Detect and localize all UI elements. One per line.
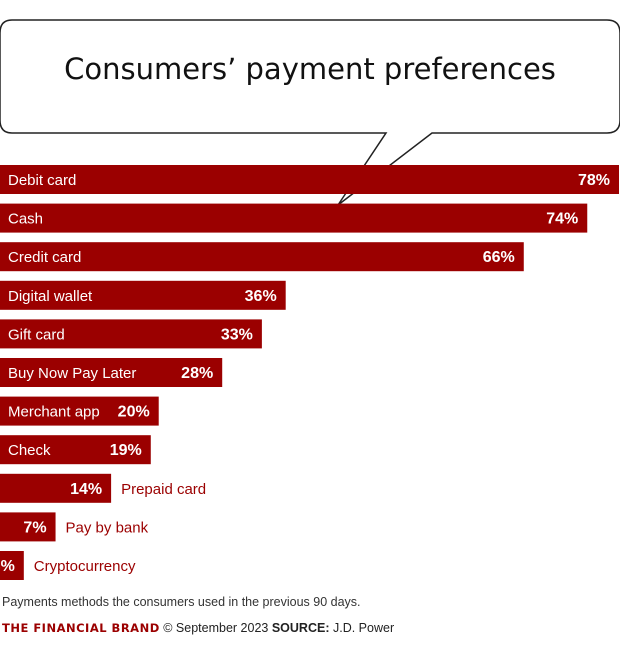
value-label-2: 66%	[483, 249, 515, 266]
footer: THE FINANCIAL BRAND © September 2023 SOU…	[2, 621, 394, 635]
category-label-8: Prepaid card	[121, 481, 206, 498]
value-label-9: 7%	[23, 519, 46, 536]
value-label-5: 28%	[181, 365, 213, 382]
category-label-2: Credit card	[8, 249, 81, 266]
source-text: J.D. Power	[332, 621, 395, 635]
bar-10	[0, 551, 24, 580]
value-label-6: 20%	[118, 404, 150, 421]
category-label-9: Pay by bank	[66, 519, 149, 536]
category-label-7: Check	[8, 442, 51, 459]
bar-7	[0, 435, 151, 465]
value-label-7: 19%	[110, 442, 142, 459]
copyright-text: © September 2023	[163, 621, 269, 635]
bar-6	[0, 396, 159, 426]
bar-4	[0, 319, 262, 349]
bar-9	[0, 512, 56, 542]
category-label-0: Debit card	[8, 172, 76, 189]
bar-3	[0, 280, 286, 310]
value-label-4: 33%	[221, 326, 253, 343]
value-label-3: 36%	[245, 288, 277, 305]
brand-logo: THE FINANCIAL BRAND	[2, 621, 160, 635]
bar-2	[0, 242, 524, 272]
category-label-4: Gift card	[8, 326, 65, 343]
bar-5	[0, 358, 223, 387]
category-label-1: Cash	[8, 211, 43, 228]
category-label-3: Digital wallet	[8, 288, 93, 305]
value-label-0: 78%	[578, 172, 610, 189]
category-label-5: Buy Now Pay Later	[8, 365, 136, 382]
bar-1	[0, 203, 588, 233]
bar-8	[0, 473, 112, 503]
bar-0	[0, 165, 619, 194]
value-label-10: 3%	[0, 558, 15, 575]
category-label-6: Merchant app	[8, 404, 100, 421]
value-label-8: 14%	[70, 481, 102, 498]
chart-caption: Payments methods the consumers used in t…	[2, 595, 361, 609]
source-label: SOURCE:	[271, 621, 330, 635]
value-label-1: 74%	[546, 211, 578, 228]
chart-title: Consumers’ payment preferences	[64, 52, 556, 86]
category-label-10: Cryptocurrency	[34, 558, 136, 575]
